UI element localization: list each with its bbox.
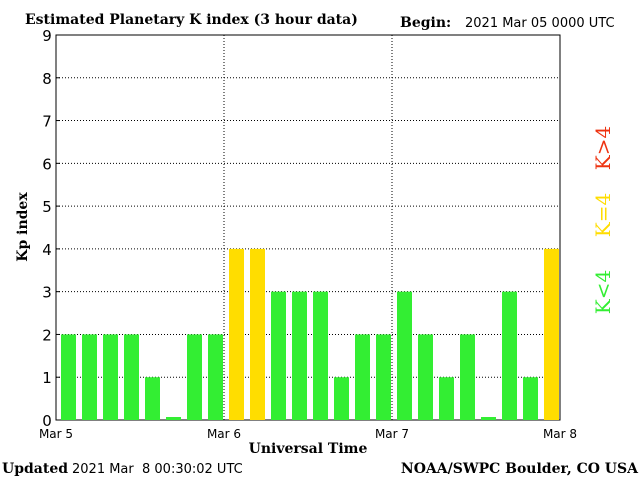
- y-tick-label: 3: [42, 284, 52, 302]
- chart-title: Estimated Planetary K index (3 hour data…: [25, 12, 358, 28]
- kp-bar: [271, 291, 286, 420]
- kp-bar: [544, 248, 559, 420]
- kp-bar: [481, 417, 496, 420]
- kp-bar: [313, 291, 328, 420]
- y-tick-label: 5: [42, 198, 52, 216]
- kp-bar: [334, 377, 349, 420]
- kp-bar: [355, 334, 370, 420]
- x-tick-labels: Mar 5 Mar 6 Mar 7 Mar 8: [39, 427, 577, 441]
- kp-bar: [124, 334, 139, 420]
- kp-bar: [61, 334, 76, 420]
- y-tick-label: 6: [42, 155, 52, 173]
- kp-bar: [82, 334, 97, 420]
- kp-bar: [166, 417, 181, 420]
- kp-bar: [292, 291, 307, 420]
- kp-bar: [187, 334, 202, 420]
- legend-k-greater-4: K>4: [591, 126, 615, 170]
- kp-bar: [502, 291, 517, 420]
- kp-bar: [376, 334, 391, 420]
- y-tick-label: 9: [42, 27, 52, 45]
- y-tick-label: 1: [42, 369, 52, 387]
- kp-bar: [208, 334, 223, 420]
- kp-bar: [229, 248, 244, 420]
- legend-k-less-4: K<4: [591, 270, 615, 314]
- plot-area: [55, 34, 561, 421]
- grid-lines: [56, 34, 560, 420]
- y-tick-labels: 0 1 2 3 4 5 6 7 8 9: [42, 27, 60, 430]
- kp-bar: [397, 291, 412, 420]
- x-axis-label: Universal Time: [249, 441, 368, 457]
- y-tick-label: 2: [42, 326, 52, 344]
- kp-bar: [103, 334, 118, 420]
- kp-bar: [250, 248, 265, 420]
- kp-bar: [418, 334, 433, 420]
- updated-label: Updated: [2, 461, 68, 477]
- updated-value: 2021 Mar 8 00:30:02 UTC: [72, 462, 243, 477]
- legend-k-equal-4: K=4: [591, 193, 615, 237]
- y-tick-label: 4: [42, 241, 52, 259]
- bar-series: [61, 248, 559, 420]
- kp-bar: [145, 377, 160, 420]
- begin-value: 2021 Mar 05 0000 UTC: [465, 16, 615, 31]
- y-tick-label: 7: [42, 113, 52, 131]
- kp-bar: [439, 377, 454, 420]
- x-tick-label: Mar 6: [207, 427, 241, 441]
- y-tick-label: 8: [42, 70, 52, 88]
- credit-text: NOAA/SWPC Boulder, CO USA: [401, 461, 639, 477]
- x-tick-label: Mar 8: [543, 427, 577, 441]
- y-tick-label: 0: [42, 412, 52, 430]
- kp-bar: [460, 334, 475, 420]
- kp-bar: [523, 377, 538, 420]
- x-tick-label: Mar 5: [39, 427, 73, 441]
- begin-label: Begin:: [400, 15, 451, 31]
- x-tick-label: Mar 7: [375, 427, 409, 441]
- y-axis-label: Kp index: [15, 192, 31, 262]
